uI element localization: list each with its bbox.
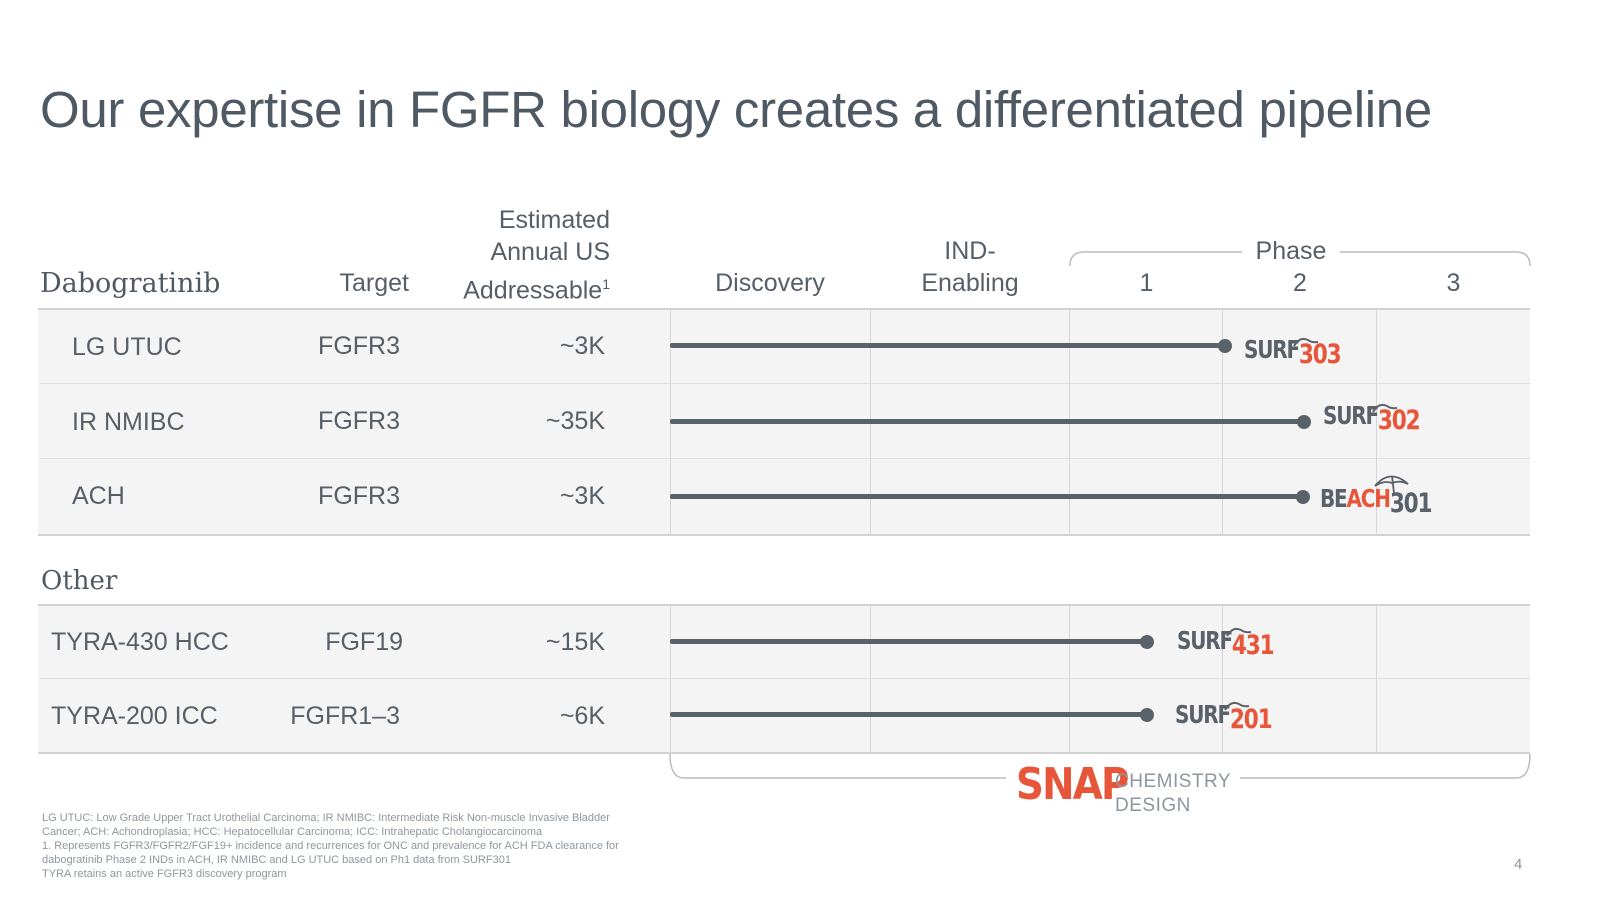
phase-3-header: 3 — [1446, 269, 1461, 297]
addressable-cell: ~3K — [559, 332, 605, 360]
progress-bar — [670, 712, 1148, 717]
snap-logo: SNAP — [1016, 759, 1129, 810]
indication-cell: LG UTUC — [72, 333, 182, 361]
stage-divider — [1069, 606, 1070, 752]
page-number: 4 — [1514, 856, 1523, 873]
surf431-logo: SURF431 — [1177, 626, 1275, 661]
phase-1-header: 1 — [1139, 269, 1154, 297]
wave-icon — [1226, 627, 1252, 637]
progress-marker — [1217, 339, 1232, 353]
progress-bar — [670, 494, 1303, 499]
indication-cell: TYRA-200 ICC — [51, 702, 218, 730]
progress-marker — [1295, 490, 1310, 504]
snap-chemistry-design: CHEMISTRY DESIGN — [1115, 771, 1232, 816]
row-divider — [40, 383, 1530, 384]
umbrella-icon — [1374, 475, 1409, 494]
row-divider — [40, 458, 1530, 459]
discovery-header: Discovery — [715, 269, 825, 297]
target-header: Target — [339, 269, 409, 297]
progress-marker — [1140, 708, 1155, 722]
target-cell: FGFR1–3 — [290, 702, 400, 730]
progress-bar — [670, 639, 1148, 644]
phase-bracket — [1069, 251, 1531, 267]
snap-bracket — [669, 753, 1531, 779]
phase-header: Phase — [1255, 237, 1327, 265]
slide-title: Our expertise in FGFR biology creates a … — [40, 81, 1432, 138]
other-table — [38, 604, 1530, 754]
wave-icon — [1372, 403, 1398, 413]
progress-bar — [670, 343, 1225, 348]
addressable-cell: ~3K — [559, 482, 605, 510]
addressable-cell: ~6K — [559, 702, 605, 730]
surf303-logo: SURF303 — [1244, 335, 1342, 370]
addressable-header: Estimated Annual US Addressable1 — [463, 206, 610, 305]
ind-enabling-header: IND- Enabling — [921, 237, 1019, 297]
target-cell: FGFR3 — [318, 407, 400, 435]
indication-cell: IR NMIBC — [72, 408, 185, 436]
program-header: Dabogratinib — [40, 268, 221, 299]
target-cell: FGF19 — [325, 628, 403, 656]
progress-marker — [1296, 415, 1311, 429]
stage-divider — [870, 606, 871, 752]
stage-divider — [1376, 310, 1377, 534]
progress-marker — [1140, 635, 1155, 649]
footnotes: LG UTUC: Low Grade Upper Tract Urothelia… — [42, 812, 619, 880]
wave-icon — [1293, 337, 1319, 347]
phase-2-header: 2 — [1293, 269, 1307, 297]
surf201-logo: SURF201 — [1175, 700, 1273, 735]
indication-cell: TYRA-430 HCC — [51, 628, 229, 656]
addressable-cell: ~35K — [545, 407, 605, 435]
progress-bar — [670, 419, 1304, 424]
beach301-logo: BEACH301 — [1320, 484, 1433, 519]
other-header: Other — [41, 566, 118, 596]
stage-divider — [1376, 606, 1377, 752]
addressable-cell: ~15K — [545, 628, 605, 656]
indication-cell: ACH — [72, 482, 125, 510]
target-cell: FGFR3 — [318, 332, 400, 360]
target-cell: FGFR3 — [318, 482, 400, 510]
row-divider — [40, 678, 1530, 679]
surf302-logo: SURF302 — [1323, 401, 1421, 436]
wave-icon — [1224, 701, 1250, 711]
stage-divider — [1222, 606, 1223, 752]
stage-divider — [670, 606, 671, 752]
